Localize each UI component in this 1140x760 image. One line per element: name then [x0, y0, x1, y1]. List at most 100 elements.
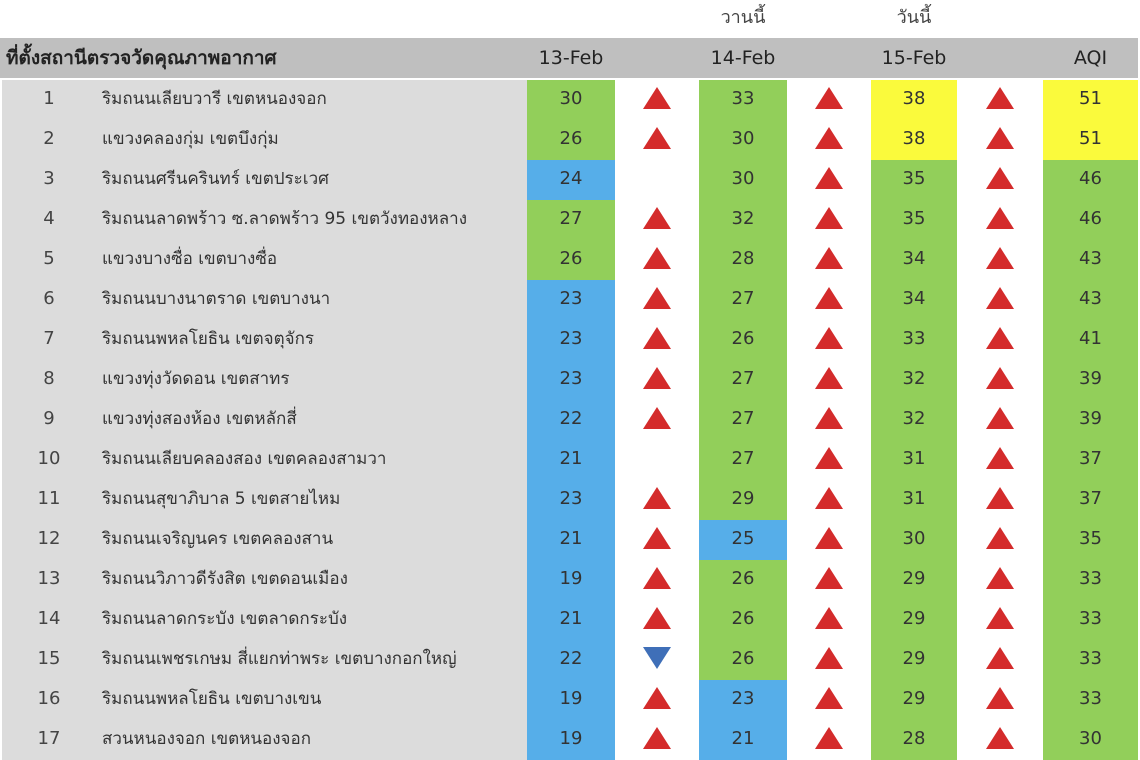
trend-15-aqi — [957, 440, 1043, 480]
value-13-feb: 23 — [527, 360, 615, 400]
value-15-feb: 33 — [871, 320, 957, 360]
aqi-value: 33 — [1043, 560, 1138, 600]
table-row: 1 ริมถนนเลียบวารี เขตหนองจอก 30 33 38 51 — [0, 80, 1140, 120]
table-row: 9 แขวงทุ่งสองห้อง เขตหลักสี่ 22 27 32 39 — [0, 400, 1140, 440]
arrow-up-icon — [986, 407, 1014, 429]
table-row: 5 แขวงบางซื่อ เขตบางซื่อ 26 28 34 43 — [0, 240, 1140, 280]
aqi-value: 30 — [1043, 720, 1138, 760]
arrow-up-icon — [643, 247, 671, 269]
arrow-up-icon — [815, 527, 843, 549]
trend-14-15 — [787, 440, 871, 480]
table-row: 11 ริมถนนสุขาภิบาล 5 เขตสายไหม 23 29 31 37 — [0, 480, 1140, 520]
value-13-feb: 30 — [527, 80, 615, 120]
arrow-up-icon — [815, 687, 843, 709]
row-number: 5 — [2, 240, 96, 280]
value-15-feb: 29 — [871, 560, 957, 600]
value-15-feb: 31 — [871, 480, 957, 520]
aqi-value: 33 — [1043, 680, 1138, 720]
table-row: 8 แขวงทุ่งวัดดอน เขตสาทร 23 27 32 39 — [0, 360, 1140, 400]
row-number: 6 — [2, 280, 96, 320]
value-14-feb: 23 — [699, 680, 787, 720]
table-row: 17 สวนหนองจอก เขตหนองจอก 19 21 28 30 — [0, 720, 1140, 760]
trend-14-15 — [787, 360, 871, 400]
aqi-value: 43 — [1043, 240, 1138, 280]
trend-13-14 — [615, 280, 699, 320]
row-number: 2 — [2, 120, 96, 160]
arrow-up-icon — [815, 607, 843, 629]
value-14-feb: 30 — [699, 120, 787, 160]
trend-15-aqi — [957, 320, 1043, 360]
arrow-up-icon — [986, 567, 1014, 589]
arrow-up-icon — [986, 687, 1014, 709]
header-13-feb: 13-Feb — [538, 47, 604, 69]
value-15-feb: 34 — [871, 280, 957, 320]
row-number: 12 — [2, 520, 96, 560]
station-name: ริมถนนสุขาภิบาล 5 เขตสายไหม — [96, 480, 527, 520]
trend-13-14 — [615, 440, 699, 480]
table-row: 2 แขวงคลองกุ่ม เขตบึงกุ่ม 26 30 38 51 — [0, 120, 1140, 160]
station-name: ริมถนนเจริญนคร เขตคลองสาน — [96, 520, 527, 560]
value-13-feb: 19 — [527, 720, 615, 760]
trend-13-14 — [615, 120, 699, 160]
trend-14-15 — [787, 280, 871, 320]
value-14-feb: 33 — [699, 80, 787, 120]
value-14-feb: 26 — [699, 320, 787, 360]
value-13-feb: 19 — [527, 560, 615, 600]
arrow-up-icon — [815, 327, 843, 349]
value-15-feb: 29 — [871, 600, 957, 640]
station-name: ริมถนนบางนาตราด เขตบางนา — [96, 280, 527, 320]
value-14-feb: 29 — [699, 480, 787, 520]
arrow-up-icon — [986, 87, 1014, 109]
aqi-value: 51 — [1043, 120, 1138, 160]
value-14-feb: 27 — [699, 440, 787, 480]
arrow-up-icon — [815, 447, 843, 469]
value-14-feb: 21 — [699, 720, 787, 760]
value-13-feb: 23 — [527, 280, 615, 320]
aqi-value: 33 — [1043, 640, 1138, 680]
arrow-up-icon — [815, 87, 843, 109]
value-13-feb: 23 — [527, 480, 615, 520]
trend-14-15 — [787, 520, 871, 560]
arrow-up-icon — [815, 127, 843, 149]
arrow-up-icon — [815, 287, 843, 309]
station-name: แขวงทุ่งสองห้อง เขตหลักสี่ — [96, 400, 527, 440]
arrow-up-icon — [815, 247, 843, 269]
trend-15-aqi — [957, 480, 1043, 520]
arrow-up-icon — [986, 247, 1014, 269]
value-14-feb: 26 — [699, 600, 787, 640]
trend-15-aqi — [957, 560, 1043, 600]
station-name: ริมถนนเลียบวารี เขตหนองจอก — [96, 80, 527, 120]
arrow-up-icon — [815, 367, 843, 389]
value-14-feb: 26 — [699, 560, 787, 600]
table-row: 4 ริมถนนลาดพร้าว ซ.ลาดพร้าว 95 เขตวังทองห… — [0, 200, 1140, 240]
trend-14-15 — [787, 560, 871, 600]
value-14-feb: 27 — [699, 400, 787, 440]
trend-13-14 — [615, 240, 699, 280]
table-row: 13 ริมถนนวิภาวดีรังสิต เขตดอนเมือง 19 26 29 3… — [0, 560, 1140, 600]
value-15-feb: 30 — [871, 520, 957, 560]
arrow-up-icon — [643, 207, 671, 229]
value-15-feb: 34 — [871, 240, 957, 280]
station-name: แขวงบางซื่อ เขตบางซื่อ — [96, 240, 527, 280]
arrow-up-icon — [986, 287, 1014, 309]
station-name: ริมถนนเลียบคลองสอง เขตคลองสามวา — [96, 440, 527, 480]
arrow-up-icon — [643, 607, 671, 629]
value-13-feb: 26 — [527, 120, 615, 160]
table-row: 7 ริมถนนพหลโยธิน เขตจตุจักร 23 26 33 41 — [0, 320, 1140, 360]
trend-13-14 — [615, 520, 699, 560]
station-name: ริมถนนวิภาวดีรังสิต เขตดอนเมือง — [96, 560, 527, 600]
table-row: 10 ริมถนนเลียบคลองสอง เขตคลองสามวา 21 27 31 3… — [0, 440, 1140, 480]
table-row: 14 ริมถนนลาดกระบัง เขตลาดกระบัง 21 26 29 33 — [0, 600, 1140, 640]
trend-15-aqi — [957, 240, 1043, 280]
trend-15-aqi — [957, 120, 1043, 160]
table-row: 12 ริมถนนเจริญนคร เขตคลองสาน 21 25 30 35 — [0, 520, 1140, 560]
trend-15-aqi — [957, 400, 1043, 440]
trend-15-aqi — [957, 360, 1043, 400]
arrow-up-icon — [986, 487, 1014, 509]
trend-15-aqi — [957, 200, 1043, 240]
aqi-value: 37 — [1043, 440, 1138, 480]
arrow-up-icon — [986, 127, 1014, 149]
table-row: 16 ริมถนนพหลโยธิน เขตบางเขน 19 23 29 33 — [0, 680, 1140, 720]
value-14-feb: 32 — [699, 200, 787, 240]
value-14-feb: 28 — [699, 240, 787, 280]
